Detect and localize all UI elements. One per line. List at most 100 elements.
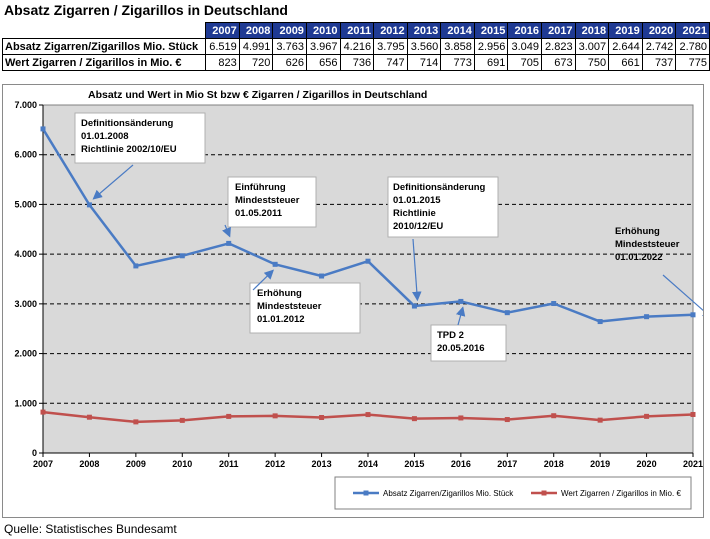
data-point bbox=[365, 258, 371, 264]
y-tick-label: 3.000 bbox=[14, 299, 37, 309]
data-point bbox=[458, 298, 464, 304]
table-cell: 6.519 bbox=[205, 38, 240, 55]
annotation-text: TPD 2 bbox=[437, 330, 464, 341]
table-cell: 823 bbox=[205, 54, 240, 71]
annotation-text: Richtlinie 2002/10/EU bbox=[81, 144, 177, 155]
table-row: Wert Zigarren / Zigarillos in Mio. €823 7… bbox=[1, 54, 710, 71]
table-cell: 714 bbox=[406, 54, 442, 71]
x-tick-label: 2020 bbox=[637, 459, 657, 469]
table-year-header: 2010 bbox=[305, 22, 341, 39]
data-table: 2007 2008 2009 2010 2011 2012 2013 2014 2015 2016… bbox=[1, 22, 710, 71]
table-cell: 2.644 bbox=[608, 38, 643, 55]
data-point bbox=[597, 319, 603, 325]
annotation-text: Richtlinie bbox=[393, 208, 436, 219]
x-tick-label: 2013 bbox=[312, 459, 332, 469]
page-title: Absatz Zigarren / Zigarillos in Deutschl… bbox=[4, 2, 288, 18]
table-cell: 747 bbox=[373, 54, 408, 71]
annotation-arrow bbox=[455, 306, 466, 326]
annotation-text: Erhöhung bbox=[257, 288, 302, 299]
data-point bbox=[179, 253, 185, 259]
legend-box bbox=[334, 476, 692, 510]
legend-label: Absatz Zigarren/Zigarillos Mio. Stück bbox=[383, 489, 514, 498]
table-cell: 656 bbox=[305, 54, 341, 71]
table-cell: 4.216 bbox=[339, 38, 375, 55]
table-year-header: 2021 bbox=[675, 22, 710, 39]
data-point bbox=[86, 202, 92, 208]
table-row-label: Wert Zigarren / Zigarillos in Mio. € bbox=[1, 54, 207, 71]
table-cell: 3.858 bbox=[440, 38, 475, 55]
table-cell: 750 bbox=[574, 54, 610, 71]
table-cell: 737 bbox=[641, 54, 677, 71]
data-point bbox=[133, 419, 139, 425]
annotation-arrow bbox=[222, 224, 231, 238]
data-point bbox=[319, 415, 325, 421]
annotation-text: Definitionsänderung bbox=[393, 182, 486, 193]
annotation-arrow bbox=[92, 164, 134, 200]
x-tick-label: 2010 bbox=[172, 459, 192, 469]
data-point bbox=[597, 417, 603, 423]
x-tick-label: 2015 bbox=[404, 459, 424, 469]
data-point bbox=[40, 409, 46, 415]
data-point bbox=[644, 413, 650, 419]
table-year-header: 2016 bbox=[507, 22, 542, 39]
data-point bbox=[272, 413, 278, 419]
x-tick-label: 2016 bbox=[451, 459, 471, 469]
table-cell: 691 bbox=[473, 54, 509, 71]
annotation-box bbox=[74, 112, 206, 164]
table-cell: 626 bbox=[272, 54, 307, 71]
chart-title: Absatz und Wert in Mio St bzw € Zigarren… bbox=[88, 89, 427, 101]
annotation-text: 01.01.2012 bbox=[257, 314, 305, 325]
y-tick-label: 1.000 bbox=[14, 398, 37, 408]
y-tick-label: 0 bbox=[32, 448, 37, 458]
data-point bbox=[458, 415, 464, 421]
data-point bbox=[86, 414, 92, 420]
data-point bbox=[644, 314, 650, 320]
table-cell: 4.991 bbox=[238, 38, 274, 55]
annotation-box bbox=[249, 282, 361, 334]
table-cell: 3.967 bbox=[305, 38, 341, 55]
table-year-header: 2017 bbox=[540, 22, 576, 39]
table-year-header: 2008 bbox=[238, 22, 274, 39]
table-cell: 661 bbox=[608, 54, 643, 71]
table-cell: 705 bbox=[507, 54, 542, 71]
table-year-header: 2015 bbox=[473, 22, 509, 39]
table-year-header: 2020 bbox=[641, 22, 677, 39]
data-point bbox=[690, 411, 696, 417]
annotation-box bbox=[387, 176, 499, 238]
line-chart: 0 1.000 2.000 3.000 4.000 5.000 6.000 7.000 2007… bbox=[14, 89, 703, 510]
table-cell: 2.823 bbox=[540, 38, 576, 55]
x-tick-label: 2014 bbox=[358, 459, 378, 469]
table-year-header: 2009 bbox=[272, 22, 307, 39]
x-tick-label: 2012 bbox=[265, 459, 285, 469]
table-cell: 2.742 bbox=[641, 38, 677, 55]
data-point bbox=[319, 273, 325, 279]
legend-marker bbox=[541, 490, 547, 496]
table-row: Absatz Zigarren/Zigarillos Mio. Stück 6.5… bbox=[1, 38, 710, 55]
x-tick-label: 2007 bbox=[33, 459, 53, 469]
x-tick-label: 2011 bbox=[219, 459, 239, 469]
data-point bbox=[272, 261, 278, 267]
annotation-text: Einführung bbox=[235, 182, 286, 193]
annotation-text: 01.01.2022 bbox=[615, 252, 663, 263]
annotation-text: 2010/12/EU bbox=[393, 221, 443, 232]
annotation-box bbox=[430, 324, 507, 362]
table-cell: 3.560 bbox=[406, 38, 442, 55]
table-cell: 673 bbox=[540, 54, 576, 71]
table-cell: 3.763 bbox=[272, 38, 307, 55]
data-point bbox=[40, 126, 46, 132]
x-tick-label: 2018 bbox=[544, 459, 564, 469]
table-year-header: 2019 bbox=[608, 22, 643, 39]
annotation-text: 01.01.2008 bbox=[81, 131, 129, 142]
data-point bbox=[504, 310, 510, 316]
y-tick-label: 6.000 bbox=[14, 150, 37, 160]
annotation-text: Erhöhung bbox=[615, 226, 660, 237]
data-point bbox=[365, 412, 371, 418]
table-year-header: 2012 bbox=[373, 22, 408, 39]
table-cell: 2.780 bbox=[675, 38, 710, 55]
annotation-text: Mindeststeuer bbox=[235, 195, 300, 206]
y-tick-label: 7.000 bbox=[14, 100, 37, 110]
table-cell: 720 bbox=[238, 54, 274, 71]
table-cell: 2.956 bbox=[473, 38, 509, 55]
table-header-row: 2007 2008 2009 2010 2011 2012 2013 2014 2015 2016… bbox=[3, 22, 710, 39]
data-point bbox=[504, 417, 510, 423]
